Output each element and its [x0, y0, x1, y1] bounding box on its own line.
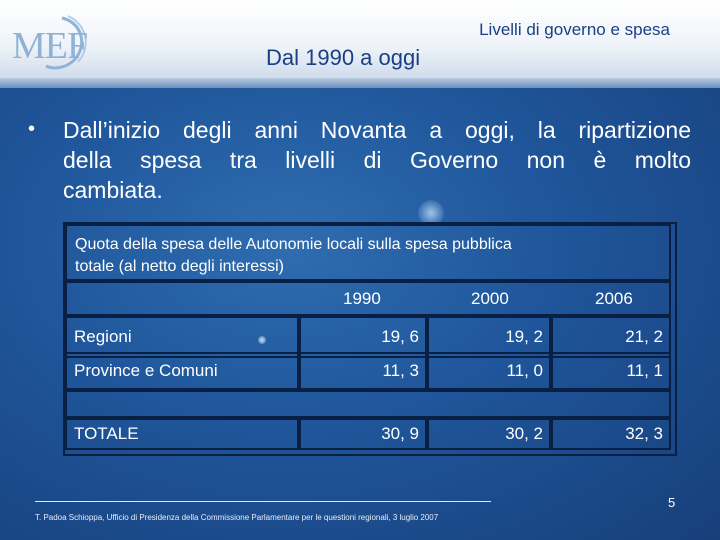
table-cell: 19, 2	[427, 316, 551, 358]
footer-note: T. Padoa Schioppa, Ufficio di Presidenza…	[35, 513, 439, 522]
table-cell: 11, 0	[427, 352, 551, 390]
slide-title: Dal 1990 a oggi	[266, 45, 421, 70]
data-table: Quota della spesa delle Autonomie locali…	[63, 222, 677, 456]
logo-text: MEF	[12, 25, 88, 67]
main-paragraph: Dall’inizio degli anni Novanta a oggi, l…	[63, 115, 691, 205]
table-cell: 32, 3	[551, 418, 671, 450]
paragraph-line: cambiata.	[63, 177, 163, 203]
caption-line: Quota della spesa delle Autonomie locali…	[75, 236, 512, 253]
spacer-row	[65, 390, 671, 418]
paragraph-line: Dall’inizio degli anni Novanta a oggi, l…	[63, 117, 691, 143]
table-cell: 30, 9	[299, 418, 427, 450]
paragraph-line: della spesa tra livelli di Governo non è…	[63, 147, 691, 173]
row-label-regioni: Regioni	[65, 316, 299, 358]
table-cell: 21, 2	[551, 316, 671, 358]
slide-header: MEF Livelli di governo e spesa Dal 1990 …	[0, 0, 720, 85]
year-2006: 2006	[595, 289, 633, 308]
row-label-province-comuni: Province e Comuni	[65, 352, 299, 390]
table-caption: Quota della spesa delle Autonomie locali…	[65, 224, 671, 281]
bullet-marker: •	[28, 118, 36, 140]
decorative-orb	[418, 200, 444, 226]
page-number: 5	[668, 495, 676, 510]
table-cell: 11, 1	[551, 352, 671, 390]
table-cell: 19, 6	[299, 316, 427, 358]
row-label-totale: TOTALE	[65, 418, 299, 450]
footer-divider	[35, 501, 491, 502]
year-1990: 1990	[343, 289, 381, 308]
table-cell: 30, 2	[427, 418, 551, 450]
decorative-orb	[258, 336, 266, 344]
mef-logo-icon	[45, 15, 87, 70]
table-cell: 11, 3	[299, 352, 427, 390]
caption-line: totale (al netto degli interessi)	[75, 258, 284, 275]
year-header-row: 1990 2000 2006	[65, 281, 671, 316]
header-divider	[0, 78, 720, 88]
year-2000: 2000	[471, 289, 509, 308]
slide-subject: Livelli di governo e spesa	[479, 20, 670, 39]
